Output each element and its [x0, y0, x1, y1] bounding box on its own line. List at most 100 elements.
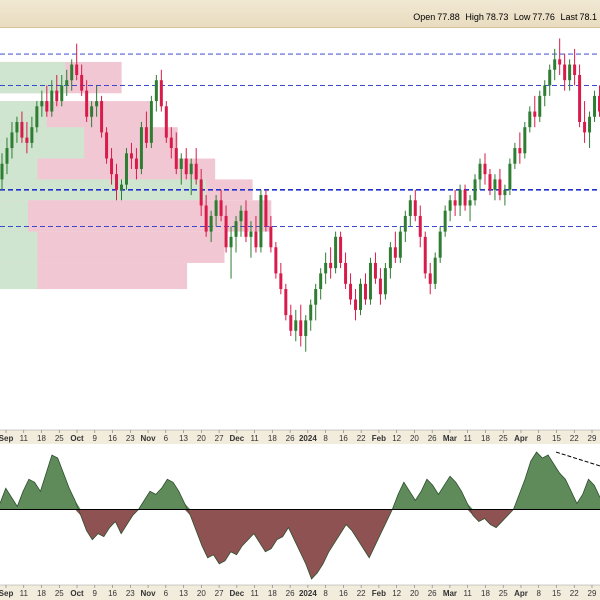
x-tick-label: 9: [93, 434, 98, 443]
header-bar: Open 77.88 High 78.73 Low 77.76 Last 78.1: [0, 0, 600, 28]
last-label: Last: [560, 12, 578, 22]
candle-body: [463, 189, 467, 206]
x-tick-label: 18: [37, 434, 46, 443]
x-tick-label: 26: [286, 589, 295, 598]
candle-body: [593, 95, 597, 117]
x-tick-label: 11: [250, 589, 259, 598]
x-tick-label: 20: [197, 589, 206, 598]
candle-body: [154, 80, 158, 102]
x-tick-label: 6: [164, 434, 169, 443]
x-axis-band: [0, 430, 600, 444]
x-tick-label: Feb: [372, 589, 386, 598]
candle-body: [219, 200, 223, 216]
candle-body: [174, 148, 178, 169]
candle-body: [468, 200, 472, 206]
x-tick-label: Mar: [443, 434, 457, 443]
x-tick-label: 16: [339, 434, 348, 443]
candle-body: [164, 106, 168, 138]
candle-body: [144, 127, 148, 143]
candle-body: [344, 262, 348, 284]
candle-body: [294, 320, 298, 331]
candle-body: [433, 257, 437, 284]
candle-body: [398, 231, 402, 258]
candle-body: [134, 158, 138, 169]
candle-body: [20, 121, 24, 138]
x-tick-label: 22: [570, 589, 579, 598]
candle-body: [274, 247, 278, 274]
low-label: Low: [513, 12, 531, 22]
low-value: 77.76: [532, 12, 555, 22]
x-tick-label: 11: [20, 434, 29, 443]
candle-body: [573, 64, 577, 75]
candle-body: [483, 163, 487, 175]
candle-body: [373, 262, 377, 279]
oscillator-negative-area: [0, 509, 600, 579]
x-tick-label: 20: [410, 434, 419, 443]
candle-body: [10, 132, 14, 149]
vbp-bar-up: [0, 179, 206, 201]
candle-body: [189, 163, 193, 175]
candle-body: [314, 289, 318, 305]
candle-body: [239, 210, 243, 222]
vbp-bar-up: [0, 127, 85, 159]
x-tick-label: 25: [55, 589, 64, 598]
x-tick-label: 8: [537, 434, 542, 443]
candle-body: [289, 315, 293, 331]
oscillator-trendline: [555, 451, 600, 467]
open-value: 77.88: [437, 12, 460, 22]
candle-body: [528, 111, 532, 128]
x-tick-label: 22: [357, 589, 366, 598]
candle-body: [453, 200, 457, 206]
candle-body: [578, 74, 582, 122]
candle-body: [95, 101, 99, 107]
x-tick-label: 16: [108, 434, 117, 443]
x-tick-label: 29: [588, 434, 597, 443]
candle-body: [169, 137, 173, 149]
candle-body: [423, 236, 427, 274]
candle-body: [339, 236, 343, 263]
high-label: High: [465, 12, 484, 22]
x-tick-label: 13: [179, 589, 188, 598]
oscillator-line: [0, 451, 600, 580]
x-tick-label: Sep: [0, 434, 13, 443]
candle-body: [75, 64, 79, 75]
candle-body: [598, 95, 600, 112]
candle-body: [60, 85, 64, 102]
candle-body: [35, 106, 39, 128]
vbp-bar-up: [0, 61, 66, 94]
candle-body: [533, 111, 537, 117]
candle-body: [30, 127, 34, 143]
candle-body: [264, 195, 268, 227]
x-tick-label: 25: [499, 589, 508, 598]
candle-body: [124, 153, 128, 185]
candle-body: [65, 80, 69, 86]
candle-body: [583, 121, 587, 133]
vbp-bar-up: [0, 262, 38, 290]
candle-body: [224, 215, 228, 248]
candle-body: [110, 158, 114, 175]
candle-body: [259, 195, 263, 248]
candle-body: [129, 153, 133, 159]
candle-body: [403, 215, 407, 232]
x-axis-band-lower: [0, 585, 600, 600]
candle-body: [70, 64, 74, 81]
x-tick-label: Apr: [514, 434, 528, 443]
x-tick-label: Sep: [0, 589, 13, 598]
ohlc-readout: Open 77.88 High 78.73 Low 77.76 Last 78.1: [413, 12, 600, 22]
candle-body: [558, 59, 562, 65]
candle-body: [448, 200, 452, 211]
candle-body: [139, 127, 143, 169]
x-tick-label: 11: [464, 589, 473, 598]
x-tick-label: 18: [481, 434, 490, 443]
candle-body: [488, 174, 492, 190]
candle-body: [498, 179, 502, 196]
candle-body: [378, 278, 382, 295]
candle-body: [5, 148, 9, 164]
x-tick-label: 11: [464, 434, 473, 443]
x-tick-label: 26: [286, 434, 295, 443]
candle-body: [254, 231, 258, 248]
x-tick-label: Oct: [70, 434, 84, 443]
candle-body: [563, 64, 567, 81]
